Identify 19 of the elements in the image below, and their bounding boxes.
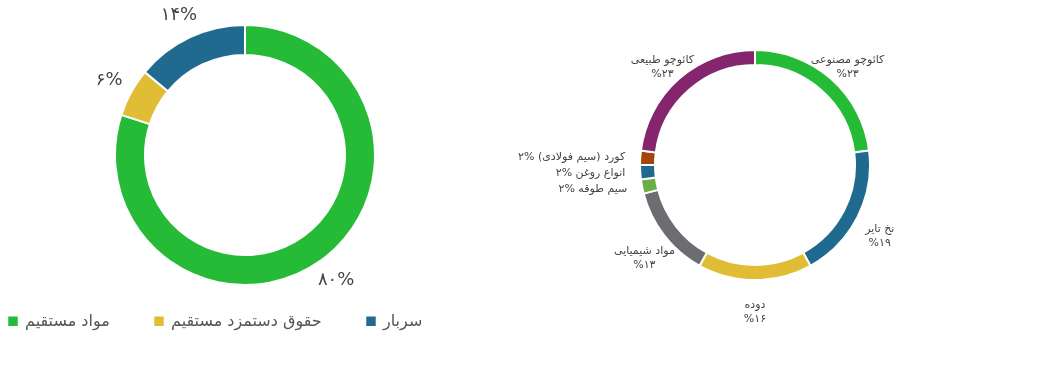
slice-label: کائوچو مصنوعی	[810, 52, 886, 66]
legend-label: مواد مستقیم	[25, 311, 110, 332]
data-label: ۶%	[95, 68, 123, 90]
legend-label: حقوق دستمزد مستقیم	[171, 311, 322, 332]
data-label: %۱۳	[633, 257, 656, 271]
data-label: %۲۳	[836, 66, 859, 80]
data-label: ۱۴%	[160, 2, 198, 24]
slice-label: کورد (سیم فولادی) %۲	[518, 149, 627, 163]
slice-label: سیم طوقه %۲	[558, 182, 628, 196]
legend-label: سربار	[382, 311, 423, 332]
data-label: ۸۰%	[317, 268, 355, 290]
data-label: %۲۳	[651, 66, 674, 80]
slice-label: کائوچو طبیعی	[630, 52, 695, 66]
slice-label: انواع روغن %۲	[555, 166, 626, 180]
slice-label: نخ تایر	[864, 221, 895, 235]
data-label: %۱۶	[743, 312, 767, 325]
slice-label: دوده	[744, 298, 766, 311]
data-label: %۱۹	[868, 235, 891, 249]
slice-label: مواد شیمیایی	[613, 243, 675, 257]
